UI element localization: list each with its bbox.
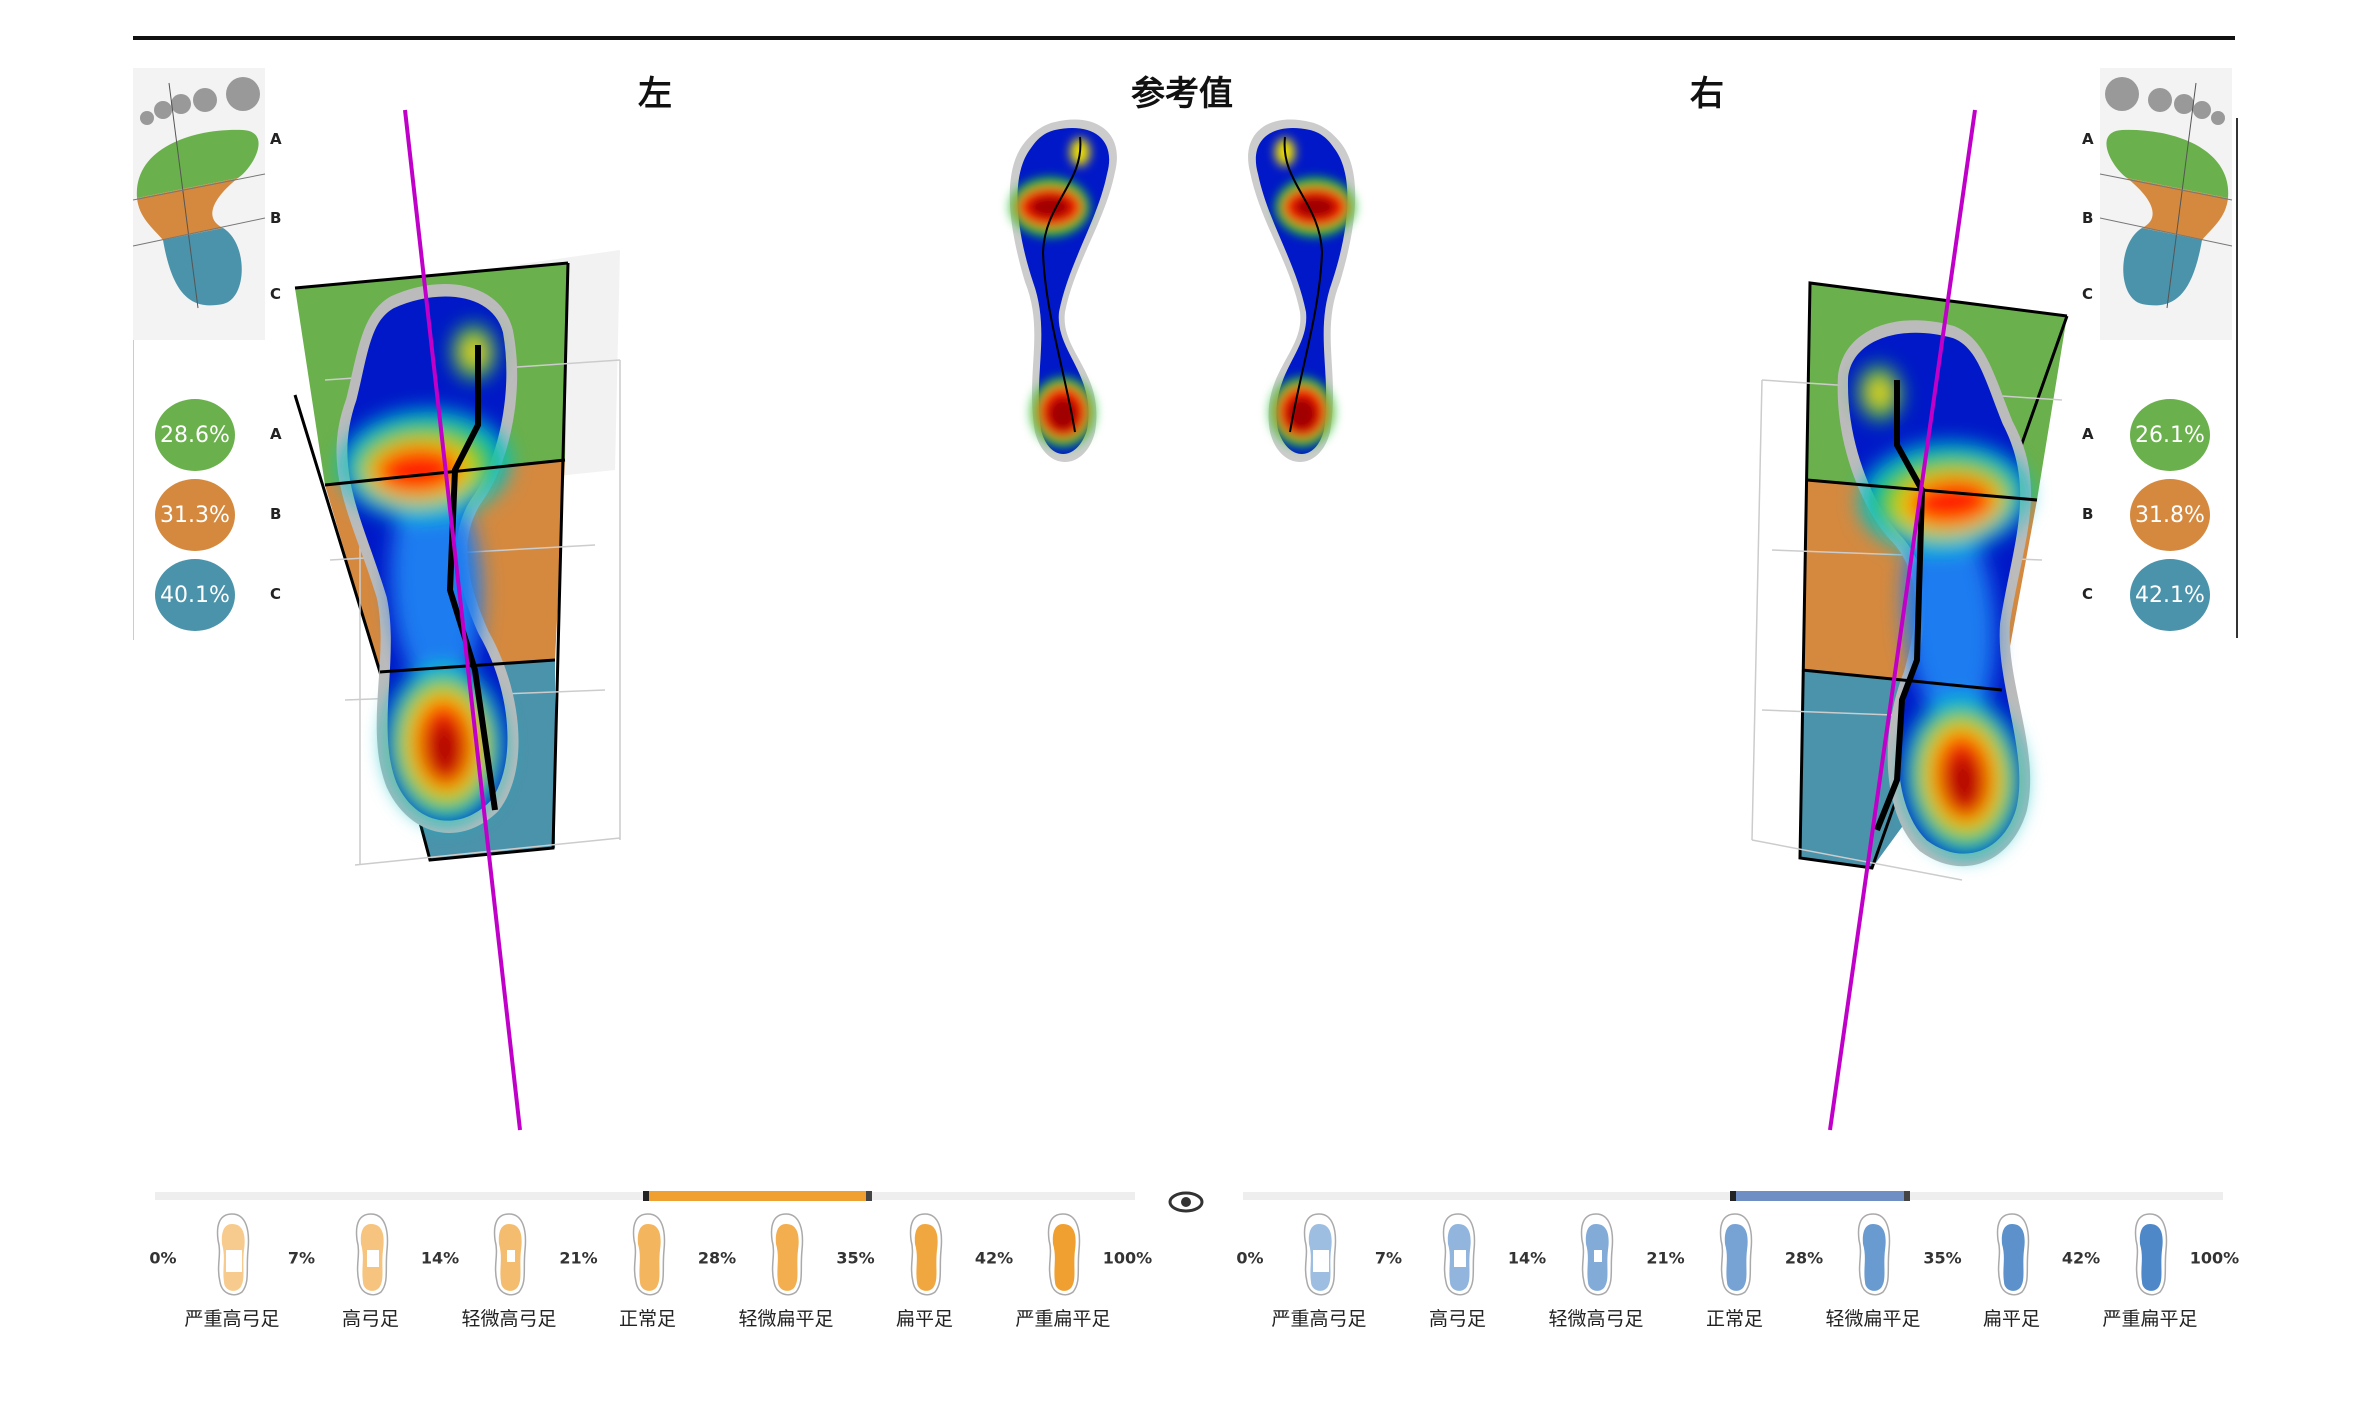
left-foot-type-label: 严重高弓足 bbox=[184, 1308, 280, 1330]
foot-type-icon bbox=[489, 1210, 529, 1300]
right-foot-type-label: 正常足 bbox=[1705, 1308, 1764, 1330]
foot-type-icon bbox=[1992, 1210, 2032, 1300]
right-threshold-label: 21% bbox=[1646, 1248, 1685, 1268]
left-foot-type-label: 正常足 bbox=[618, 1308, 677, 1330]
foot-type-icon bbox=[1715, 1210, 1755, 1300]
right-foot-type-label: 轻微高弓足 bbox=[1548, 1308, 1644, 1330]
zone-label-c: C bbox=[2082, 285, 2094, 303]
right-foot-type-label: 扁平足 bbox=[1982, 1308, 2041, 1330]
foot-type-icon bbox=[905, 1210, 945, 1300]
left-threshold-label: 0% bbox=[149, 1248, 177, 1268]
left-foot-axis-line bbox=[403, 109, 522, 1131]
left-foot-title: 左 bbox=[638, 74, 672, 114]
right-threshold-label: 42% bbox=[2061, 1248, 2101, 1268]
foot-zone-icon bbox=[132, 77, 266, 309]
top-divider bbox=[133, 36, 2235, 40]
foot-type-icon bbox=[351, 1210, 391, 1300]
zone-label-a: A bbox=[270, 425, 282, 443]
right-zone-c-percent: 42.1% bbox=[2130, 559, 2210, 631]
left-threshold-label: 100% bbox=[1102, 1248, 1153, 1268]
right-foot-type-label: 严重高弓足 bbox=[1271, 1308, 1367, 1330]
left-foot-type-label: 高弓足 bbox=[341, 1308, 400, 1330]
foot-type-icon bbox=[628, 1210, 668, 1300]
zone-label-a: A bbox=[270, 130, 282, 148]
foot-type-icon bbox=[2130, 1210, 2170, 1300]
left-foot-type-label: 轻微高弓足 bbox=[461, 1308, 557, 1330]
right-threshold-label: 100% bbox=[2189, 1248, 2240, 1268]
foot-type-icon bbox=[1576, 1210, 1616, 1300]
foot-type-icon bbox=[766, 1210, 806, 1300]
zone-label-a: A bbox=[2082, 130, 2094, 148]
reference-right-foot bbox=[1248, 119, 1355, 462]
left-zone-diagram bbox=[132, 68, 266, 340]
zone-label-b: B bbox=[270, 505, 282, 523]
right-threshold-label: 0% bbox=[1236, 1248, 1264, 1268]
right-foot-type-label: 严重扁平足 bbox=[2102, 1308, 2198, 1330]
left-foot-type-label: 轻微扁平足 bbox=[738, 1308, 834, 1330]
left-threshold-label: 7% bbox=[287, 1248, 316, 1268]
foot-zone-icon bbox=[2099, 77, 2233, 309]
right-zone-diagram bbox=[2099, 68, 2233, 340]
left-threshold-label: 28% bbox=[697, 1248, 737, 1268]
zone-label-b: B bbox=[2082, 209, 2094, 227]
foot-type-icon bbox=[212, 1210, 252, 1300]
left-threshold-label: 21% bbox=[559, 1248, 598, 1268]
left-arch-scale-range bbox=[643, 1191, 872, 1201]
right-zone-b-percent: 31.8% bbox=[2130, 479, 2210, 551]
zone-label-a: A bbox=[2082, 425, 2094, 443]
left-foot-type-label: 扁平足 bbox=[895, 1308, 954, 1330]
right-foot-type-label: 高弓足 bbox=[1428, 1308, 1487, 1330]
right-threshold-label: 7% bbox=[1374, 1248, 1403, 1268]
left-zone-b-percent: 31.3% bbox=[155, 479, 235, 551]
left-threshold-label: 42% bbox=[974, 1248, 1014, 1268]
left-zone-c-percent: 40.1% bbox=[155, 559, 235, 631]
eye-icon[interactable] bbox=[1168, 1190, 1204, 1218]
zone-label-b: B bbox=[270, 209, 282, 227]
reference-left-foot bbox=[1010, 119, 1117, 462]
right-zone-a-percent: 26.1% bbox=[2130, 399, 2210, 471]
foot-type-icon bbox=[1043, 1210, 1083, 1300]
right-threshold-label: 35% bbox=[1923, 1248, 1962, 1268]
zone-label-c: C bbox=[270, 585, 282, 603]
right-threshold-label: 28% bbox=[1784, 1248, 1824, 1268]
right-arch-scale-range bbox=[1730, 1191, 1910, 1201]
right-foot-axis-line bbox=[1828, 109, 1977, 1131]
left-threshold-label: 14% bbox=[420, 1248, 460, 1268]
reference-title: 参考值 bbox=[1131, 74, 1233, 114]
right-foot-type-label: 轻微扁平足 bbox=[1825, 1308, 1921, 1330]
foot-type-icon bbox=[1853, 1210, 1893, 1300]
foot-type-icon bbox=[1299, 1210, 1339, 1300]
left-foot-type-label: 严重扁平足 bbox=[1015, 1308, 1111, 1330]
zone-label-c: C bbox=[270, 285, 282, 303]
foot-type-icon bbox=[1438, 1210, 1478, 1300]
zone-label-b: B bbox=[2082, 505, 2094, 523]
left-foot-heatmap bbox=[293, 109, 621, 1131]
left-threshold-label: 35% bbox=[836, 1248, 875, 1268]
right-foot-heatmap bbox=[1751, 109, 2069, 1131]
zone-label-c: C bbox=[2082, 585, 2094, 603]
left-zone-a-percent: 28.6% bbox=[155, 399, 235, 471]
right-foot-title: 右 bbox=[1690, 74, 1724, 114]
right-threshold-label: 14% bbox=[1507, 1248, 1547, 1268]
